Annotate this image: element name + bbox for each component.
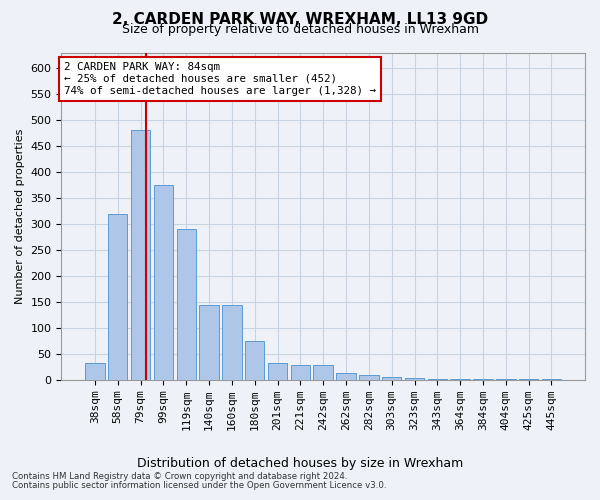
Bar (85, 363, 104, 380)
Bar (245, 341, 265, 380)
Text: 2, CARDEN PARK WAY, WREXHAM, LL13 9GD: 2, CARDEN PARK WAY, WREXHAM, LL13 9GD (112, 12, 488, 26)
Bar (268, 363, 287, 380)
Bar (359, 375, 379, 380)
Bar (154, 185, 173, 380)
Bar (405, 378, 424, 380)
Bar (337, 372, 356, 380)
Text: 2 CARDEN PARK WAY: 84sqm
← 25% of detached houses are smaller (452)
74% of semi-: 2 CARDEN PARK WAY: 84sqm ← 25% of detach… (64, 62, 376, 96)
Bar (131, 130, 150, 380)
Text: Contains public sector information licensed under the Open Government Licence v3: Contains public sector information licen… (12, 481, 386, 490)
Text: Distribution of detached houses by size in Wrexham: Distribution of detached houses by size … (137, 458, 463, 470)
Bar (176, 229, 196, 380)
Bar (382, 377, 401, 380)
Bar (199, 306, 219, 380)
Bar (222, 306, 242, 380)
Y-axis label: Number of detached properties: Number of detached properties (15, 128, 25, 304)
Bar (290, 365, 310, 380)
Text: Contains HM Land Registry data © Crown copyright and database right 2024.: Contains HM Land Registry data © Crown c… (12, 472, 347, 481)
Bar (108, 214, 127, 380)
Bar (313, 365, 333, 380)
Text: Size of property relative to detached houses in Wrexham: Size of property relative to detached ho… (121, 22, 479, 36)
